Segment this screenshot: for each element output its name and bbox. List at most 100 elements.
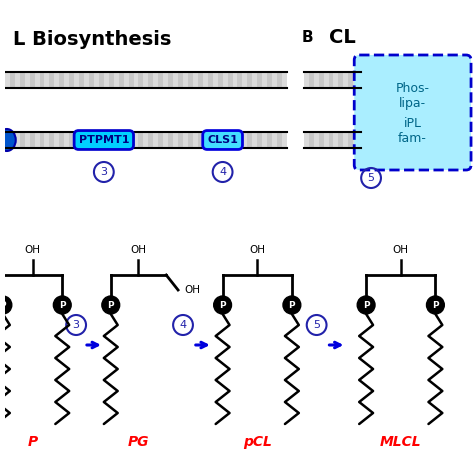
Text: OH: OH xyxy=(130,245,146,255)
Bar xyxy=(333,132,338,148)
Bar xyxy=(223,72,228,88)
Bar xyxy=(163,132,168,148)
Bar xyxy=(94,132,99,148)
Bar xyxy=(124,132,128,148)
Ellipse shape xyxy=(0,129,16,151)
Text: 5: 5 xyxy=(367,173,374,183)
Bar xyxy=(15,72,20,88)
Text: 3: 3 xyxy=(100,167,107,177)
Text: PG: PG xyxy=(128,435,149,449)
Circle shape xyxy=(357,296,375,314)
Bar xyxy=(233,72,237,88)
Bar xyxy=(314,72,319,88)
Circle shape xyxy=(427,296,444,314)
Text: OH: OH xyxy=(249,245,265,255)
Bar xyxy=(262,132,267,148)
Bar xyxy=(183,132,188,148)
Bar xyxy=(64,132,69,148)
Bar xyxy=(183,72,188,88)
Bar xyxy=(55,72,59,88)
Text: CL: CL xyxy=(329,28,356,47)
Text: OH: OH xyxy=(184,285,200,295)
Bar xyxy=(15,132,20,148)
Bar xyxy=(35,72,39,88)
Text: P: P xyxy=(59,301,65,310)
Bar xyxy=(144,132,148,148)
Bar xyxy=(153,132,158,148)
Text: P: P xyxy=(432,301,439,310)
Bar xyxy=(242,132,247,148)
Bar xyxy=(343,72,348,88)
Bar xyxy=(314,132,319,148)
Bar xyxy=(353,132,358,148)
Bar xyxy=(134,132,138,148)
Circle shape xyxy=(54,296,71,314)
Circle shape xyxy=(214,296,231,314)
Text: P: P xyxy=(27,435,37,449)
Text: OH: OH xyxy=(393,245,409,255)
Bar xyxy=(193,132,198,148)
Text: B: B xyxy=(302,30,313,45)
Bar xyxy=(5,132,287,148)
Bar xyxy=(114,132,118,148)
Bar xyxy=(203,132,208,148)
Bar xyxy=(333,72,338,88)
Text: L Biosynthesis: L Biosynthesis xyxy=(13,30,171,49)
Bar xyxy=(324,72,328,88)
Bar xyxy=(55,132,59,148)
Bar xyxy=(144,72,148,88)
Bar xyxy=(74,72,79,88)
Bar xyxy=(272,72,277,88)
Bar xyxy=(45,72,49,88)
Bar xyxy=(124,72,128,88)
Bar xyxy=(104,72,109,88)
Text: P: P xyxy=(219,301,226,310)
Circle shape xyxy=(0,296,12,314)
Bar xyxy=(304,132,361,148)
Bar xyxy=(272,132,277,148)
Bar xyxy=(252,72,257,88)
Bar xyxy=(173,132,178,148)
Bar xyxy=(25,132,29,148)
Bar xyxy=(282,72,287,88)
Bar xyxy=(304,132,309,148)
Bar xyxy=(213,132,218,148)
Bar xyxy=(304,72,361,88)
Text: lipa-: lipa- xyxy=(399,97,426,109)
Bar xyxy=(134,72,138,88)
Bar xyxy=(5,72,287,88)
Bar xyxy=(153,72,158,88)
Text: Phos-: Phos- xyxy=(396,82,429,94)
Bar xyxy=(193,72,198,88)
Text: P: P xyxy=(0,301,6,310)
Text: 4: 4 xyxy=(180,320,187,330)
Text: fam-: fam- xyxy=(398,131,427,145)
Bar xyxy=(324,132,328,148)
Bar xyxy=(114,72,118,88)
FancyBboxPatch shape xyxy=(354,55,471,170)
Text: pCL: pCL xyxy=(243,435,272,449)
Bar xyxy=(35,132,39,148)
Bar xyxy=(203,72,208,88)
Bar xyxy=(233,132,237,148)
Circle shape xyxy=(283,296,301,314)
Bar xyxy=(213,72,218,88)
Bar xyxy=(5,72,10,88)
Bar xyxy=(104,132,109,148)
Text: 5: 5 xyxy=(313,320,320,330)
Bar xyxy=(343,132,348,148)
Text: 3: 3 xyxy=(73,320,80,330)
Bar xyxy=(5,132,10,148)
Bar xyxy=(64,72,69,88)
Text: iPL: iPL xyxy=(404,117,422,129)
Text: CLS1: CLS1 xyxy=(207,135,238,145)
Circle shape xyxy=(102,296,119,314)
Bar xyxy=(84,132,89,148)
Text: 4: 4 xyxy=(219,167,226,177)
Text: OH: OH xyxy=(25,245,41,255)
Text: PTPMT1: PTPMT1 xyxy=(79,135,129,145)
Bar xyxy=(74,132,79,148)
Bar xyxy=(163,72,168,88)
Bar xyxy=(282,132,287,148)
Bar xyxy=(45,132,49,148)
